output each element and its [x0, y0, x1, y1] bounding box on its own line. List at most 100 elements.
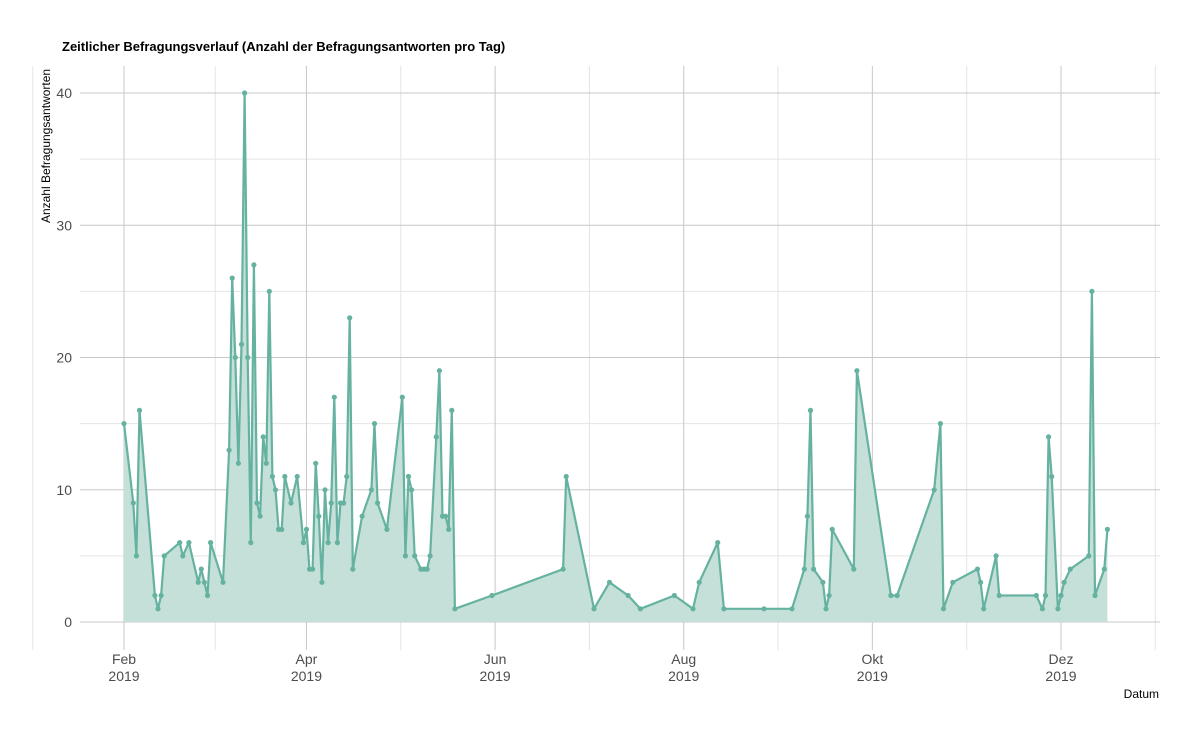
data-point	[721, 606, 727, 612]
data-point	[310, 566, 316, 572]
chart-title: Zeitlicher Befragungsverlauf (Anzahl der…	[62, 39, 505, 54]
data-point	[489, 592, 495, 599]
data-point	[220, 579, 226, 585]
data-point	[715, 540, 721, 546]
data-point	[282, 473, 288, 480]
data-point	[1046, 434, 1052, 440]
data-point	[591, 606, 597, 612]
data-point	[272, 487, 279, 493]
data-point	[322, 487, 328, 493]
data-point	[1055, 606, 1061, 612]
data-point	[242, 90, 248, 96]
data-point	[851, 566, 857, 572]
data-point	[950, 579, 956, 585]
data-point	[161, 553, 167, 559]
data-point	[319, 579, 325, 585]
data-point	[894, 592, 900, 599]
data-point	[1039, 606, 1045, 612]
data-point	[325, 540, 331, 546]
data-point	[303, 526, 310, 533]
data-point	[1092, 592, 1098, 599]
data-point	[1067, 566, 1073, 572]
x-tick-year: 2019	[668, 668, 699, 684]
data-point	[130, 500, 136, 506]
x-tick-year: 2019	[291, 668, 322, 684]
data-point	[1086, 553, 1092, 559]
data-point	[186, 540, 192, 546]
x-tick-month: Dez	[1049, 651, 1074, 667]
y-tick-label: 40	[56, 85, 72, 101]
data-point	[1058, 592, 1064, 599]
data-point	[690, 606, 696, 612]
data-point	[937, 421, 944, 427]
y-axis-ticks: 0 10 20 30 40	[56, 85, 72, 630]
data-point	[443, 513, 449, 519]
data-point	[371, 421, 378, 427]
data-point	[978, 579, 984, 585]
data-point	[316, 513, 322, 519]
data-point	[823, 606, 829, 612]
y-tick-label: 0	[64, 614, 72, 630]
data-point	[238, 341, 245, 347]
data-point	[266, 288, 272, 294]
data-point	[334, 540, 340, 546]
data-point	[133, 553, 139, 559]
x-tick-year: 2019	[480, 668, 511, 684]
data-point	[888, 592, 894, 599]
data-point	[1101, 566, 1107, 572]
data-point	[136, 407, 143, 413]
x-axis-ticks: Feb2019Apr2019Jun2019Aug2019Okt2019Dez20…	[108, 651, 1076, 684]
data-point	[826, 592, 832, 599]
data-point	[294, 473, 300, 480]
data-point	[1061, 579, 1067, 585]
data-point	[331, 394, 337, 400]
points-layer	[121, 90, 1110, 612]
x-tick-month: Aug	[671, 651, 696, 667]
data-point	[269, 473, 275, 480]
data-point	[446, 526, 452, 533]
data-point	[328, 500, 334, 506]
data-point	[427, 553, 433, 559]
data-point	[300, 540, 306, 546]
data-point	[931, 487, 937, 493]
data-point	[201, 579, 207, 585]
data-point	[940, 606, 947, 612]
data-point	[288, 500, 294, 506]
data-point	[789, 606, 795, 612]
data-point	[452, 606, 458, 612]
data-point	[1033, 592, 1039, 599]
grid-lines	[32, 66, 1160, 650]
x-tick-month: Okt	[861, 651, 883, 667]
data-point	[232, 354, 238, 361]
y-tick-label: 30	[56, 217, 72, 233]
data-point	[359, 513, 365, 519]
data-point	[235, 460, 241, 466]
data-point	[1049, 473, 1055, 480]
data-point	[198, 566, 204, 572]
data-point	[254, 500, 260, 506]
data-point	[1042, 592, 1049, 599]
data-point	[801, 566, 807, 572]
data-point	[263, 460, 269, 466]
data-point	[804, 513, 811, 519]
data-point	[671, 592, 678, 599]
y-axis-title: Anzahl Befragungsantworten	[39, 69, 53, 223]
data-point	[180, 553, 186, 559]
data-point	[974, 566, 981, 572]
data-point	[229, 275, 235, 281]
data-point	[563, 473, 569, 480]
data-point	[1104, 526, 1110, 533]
data-point	[405, 473, 412, 480]
x-tick-month: Feb	[112, 651, 136, 667]
data-point	[811, 566, 817, 572]
data-point	[251, 262, 257, 268]
data-point	[260, 434, 266, 440]
data-point	[625, 592, 631, 599]
y-tick-label: 20	[56, 350, 72, 366]
data-point	[829, 526, 835, 533]
data-point	[375, 500, 381, 506]
data-point	[248, 540, 254, 546]
data-point	[347, 315, 353, 321]
x-tick-month: Apr	[296, 651, 318, 667]
